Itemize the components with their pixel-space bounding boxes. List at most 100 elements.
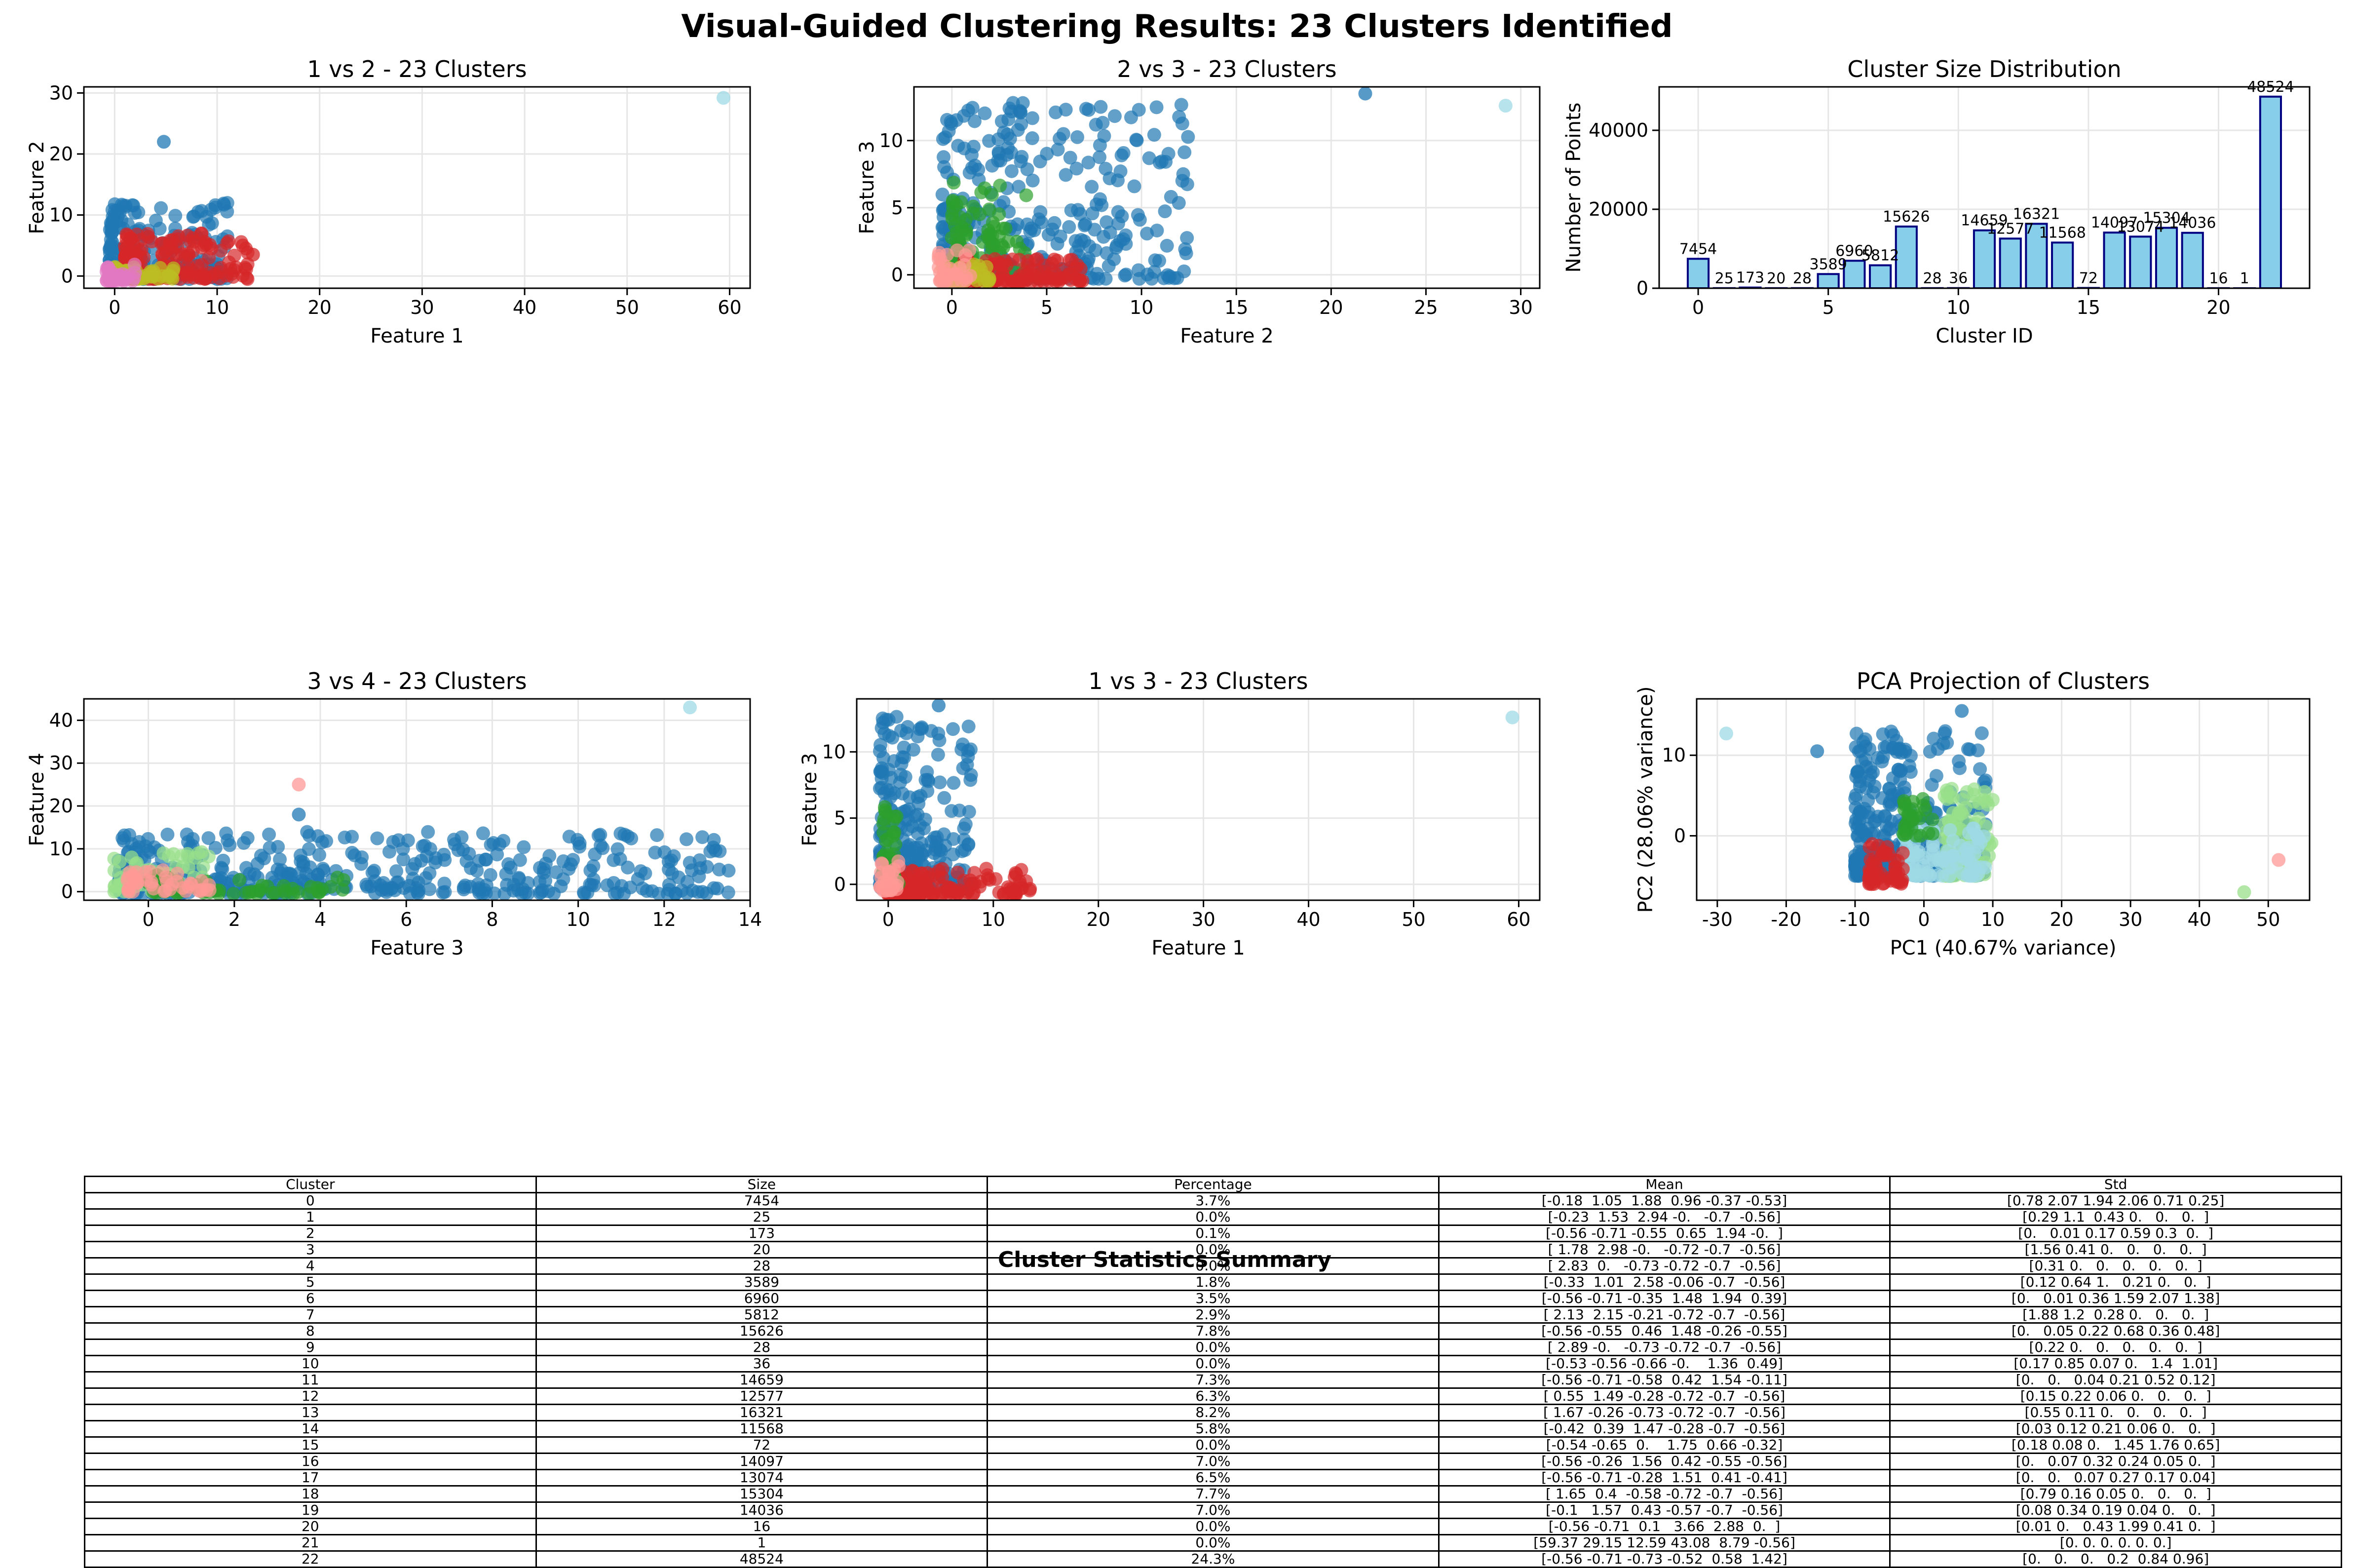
scatter-point <box>1025 173 1040 188</box>
scatter-point <box>1974 726 1989 740</box>
table-cell: 0.0% <box>987 1518 1440 1535</box>
bar <box>2129 235 2152 288</box>
scatter-point <box>882 728 896 743</box>
table-cell: 20 <box>535 1241 988 1259</box>
scatter-point <box>1093 138 1107 153</box>
scatter-point <box>1172 196 1186 210</box>
table-cell: 10 <box>84 1355 537 1373</box>
bar-value-label: 36 <box>1949 270 1968 287</box>
table-cell: 173 <box>535 1224 988 1242</box>
scatter-point <box>354 857 369 871</box>
scatter-point <box>1977 785 1992 799</box>
y-tick-label: 0 <box>1636 277 1648 299</box>
scatter-point <box>1977 775 1991 789</box>
x-tick-label: 20 <box>2050 909 2073 930</box>
x-tick-label: 14 <box>738 909 762 930</box>
bar-value-label: 173 <box>1736 269 1764 287</box>
scatter-point <box>1110 238 1124 253</box>
table-cell: [ 1.65 0.4 -0.58 -0.72 -0.7 -0.56] <box>1438 1485 1891 1503</box>
scatter-point <box>691 885 705 899</box>
table-cell: 5 <box>84 1273 537 1291</box>
scatter-point <box>903 790 917 804</box>
scatter-point <box>1178 242 1192 256</box>
scatter-point <box>1897 794 1911 808</box>
scatter-point <box>1175 116 1189 131</box>
scatter-point <box>1962 869 1976 883</box>
table-cell: 14097 <box>535 1453 988 1470</box>
table-cell: [59.37 29.15 12.59 43.08 8.79 -0.56] <box>1438 1534 1891 1552</box>
scatter-point <box>1011 272 1025 286</box>
table-cell: [ 2.89 -0. -0.73 -0.72 -0.7 -0.56] <box>1438 1339 1891 1356</box>
table-cell: 2.9% <box>987 1306 1440 1324</box>
y-tick-label: 40000 <box>1589 119 1648 141</box>
table-row: 1 25 0.0% [-0.23 1.53 2.94 -0. -0.7 -0.56][… <box>84 1208 2342 1226</box>
x-axis-label: Feature 2 <box>1180 325 1273 347</box>
x-tick-label: 60 <box>1507 909 1530 930</box>
scatter-point <box>1147 128 1161 142</box>
scatter-point <box>721 864 736 878</box>
scatter-point <box>1916 859 1931 873</box>
scatter-point <box>1878 809 1892 823</box>
scatter-point <box>959 270 974 285</box>
bar-value-label: 16321 <box>2013 205 2060 223</box>
scatter-point <box>1079 102 1093 116</box>
scatter-point <box>336 882 350 897</box>
scatter-point <box>945 208 959 222</box>
table-row: 2 173 0.1% [-0.56 -0.71 -0.55 0.65 1.94 -0.… <box>84 1224 2342 1242</box>
scatter-point <box>405 862 419 876</box>
scatter-point <box>879 845 894 859</box>
scatter-point <box>906 864 920 879</box>
scatter-point <box>292 807 306 822</box>
scatter-point <box>1093 192 1107 206</box>
scatter-point <box>1000 127 1015 142</box>
scatter-point <box>130 875 145 889</box>
scatter-point <box>1867 815 1882 829</box>
scatter-point <box>993 179 1007 193</box>
scatter-point <box>1085 180 1099 194</box>
scatter-point <box>889 809 904 824</box>
bar-value-label: 1 <box>2240 270 2249 287</box>
table-row: 16 14097 7.0% [-0.56 -0.26 1.56 0.42 -0.55 … <box>84 1453 2342 1470</box>
x-tick-label: 40 <box>2188 909 2211 930</box>
scatter-point <box>1118 268 1132 283</box>
scatter-point <box>998 222 1013 236</box>
scatter-point <box>572 836 587 850</box>
x-tick-label: 25 <box>1414 297 1438 318</box>
scatter-point <box>1897 827 1911 841</box>
x-tick-label: 2 <box>228 909 240 930</box>
scatter-point <box>1176 167 1190 181</box>
table-row: 8 15626 7.8% [-0.56 -0.55 0.46 1.48 -0.26 -… <box>84 1322 2342 1340</box>
table-cell: [-0.42 0.39 1.47 -0.28 -0.7 -0.56] <box>1438 1420 1891 1438</box>
y-axis-label: Feature 3 <box>798 753 821 846</box>
scatter-point <box>1859 752 1873 766</box>
scatter-point <box>201 849 216 864</box>
y-axis-label: Number of Points <box>1562 103 1585 273</box>
scatter-point <box>119 227 134 241</box>
table-cell: 6.5% <box>987 1469 1440 1487</box>
x-tick-label: -10 <box>1840 909 1870 930</box>
table-row: 17 13074 6.5% [-0.56 -0.71 -0.28 1.51 0.41 … <box>84 1469 2342 1487</box>
y-tick-label: 0 <box>1674 825 1686 846</box>
scatter-point <box>947 776 961 790</box>
scatter-point <box>692 869 706 883</box>
chart-title: 1 vs 3 - 23 Clusters <box>1088 668 1308 694</box>
scatter-point <box>391 875 405 889</box>
table-cell: 3.5% <box>987 1290 1440 1307</box>
scatter-point <box>1127 179 1141 193</box>
scatter-point <box>1010 217 1025 231</box>
scatter-point <box>246 248 260 262</box>
table-cell: 0 <box>84 1192 537 1210</box>
scatter-point <box>1001 112 1016 126</box>
scatter-point <box>1850 727 1864 741</box>
table-cell: [0. 0.05 0.22 0.68 0.36 0.48] <box>1889 1322 2342 1340</box>
scatter-point <box>1013 874 1027 888</box>
x-tick-label: 10 <box>1981 909 2005 930</box>
scatter-point <box>1160 238 1174 253</box>
scatter-point <box>1093 150 1107 164</box>
scatter-point <box>607 853 621 867</box>
x-tick-label: 10 <box>205 297 229 318</box>
scatter-point <box>902 888 916 900</box>
scatter-point <box>985 240 999 255</box>
bar-value-label: 11568 <box>2039 224 2086 241</box>
x-tick-label: 6 <box>400 909 412 930</box>
